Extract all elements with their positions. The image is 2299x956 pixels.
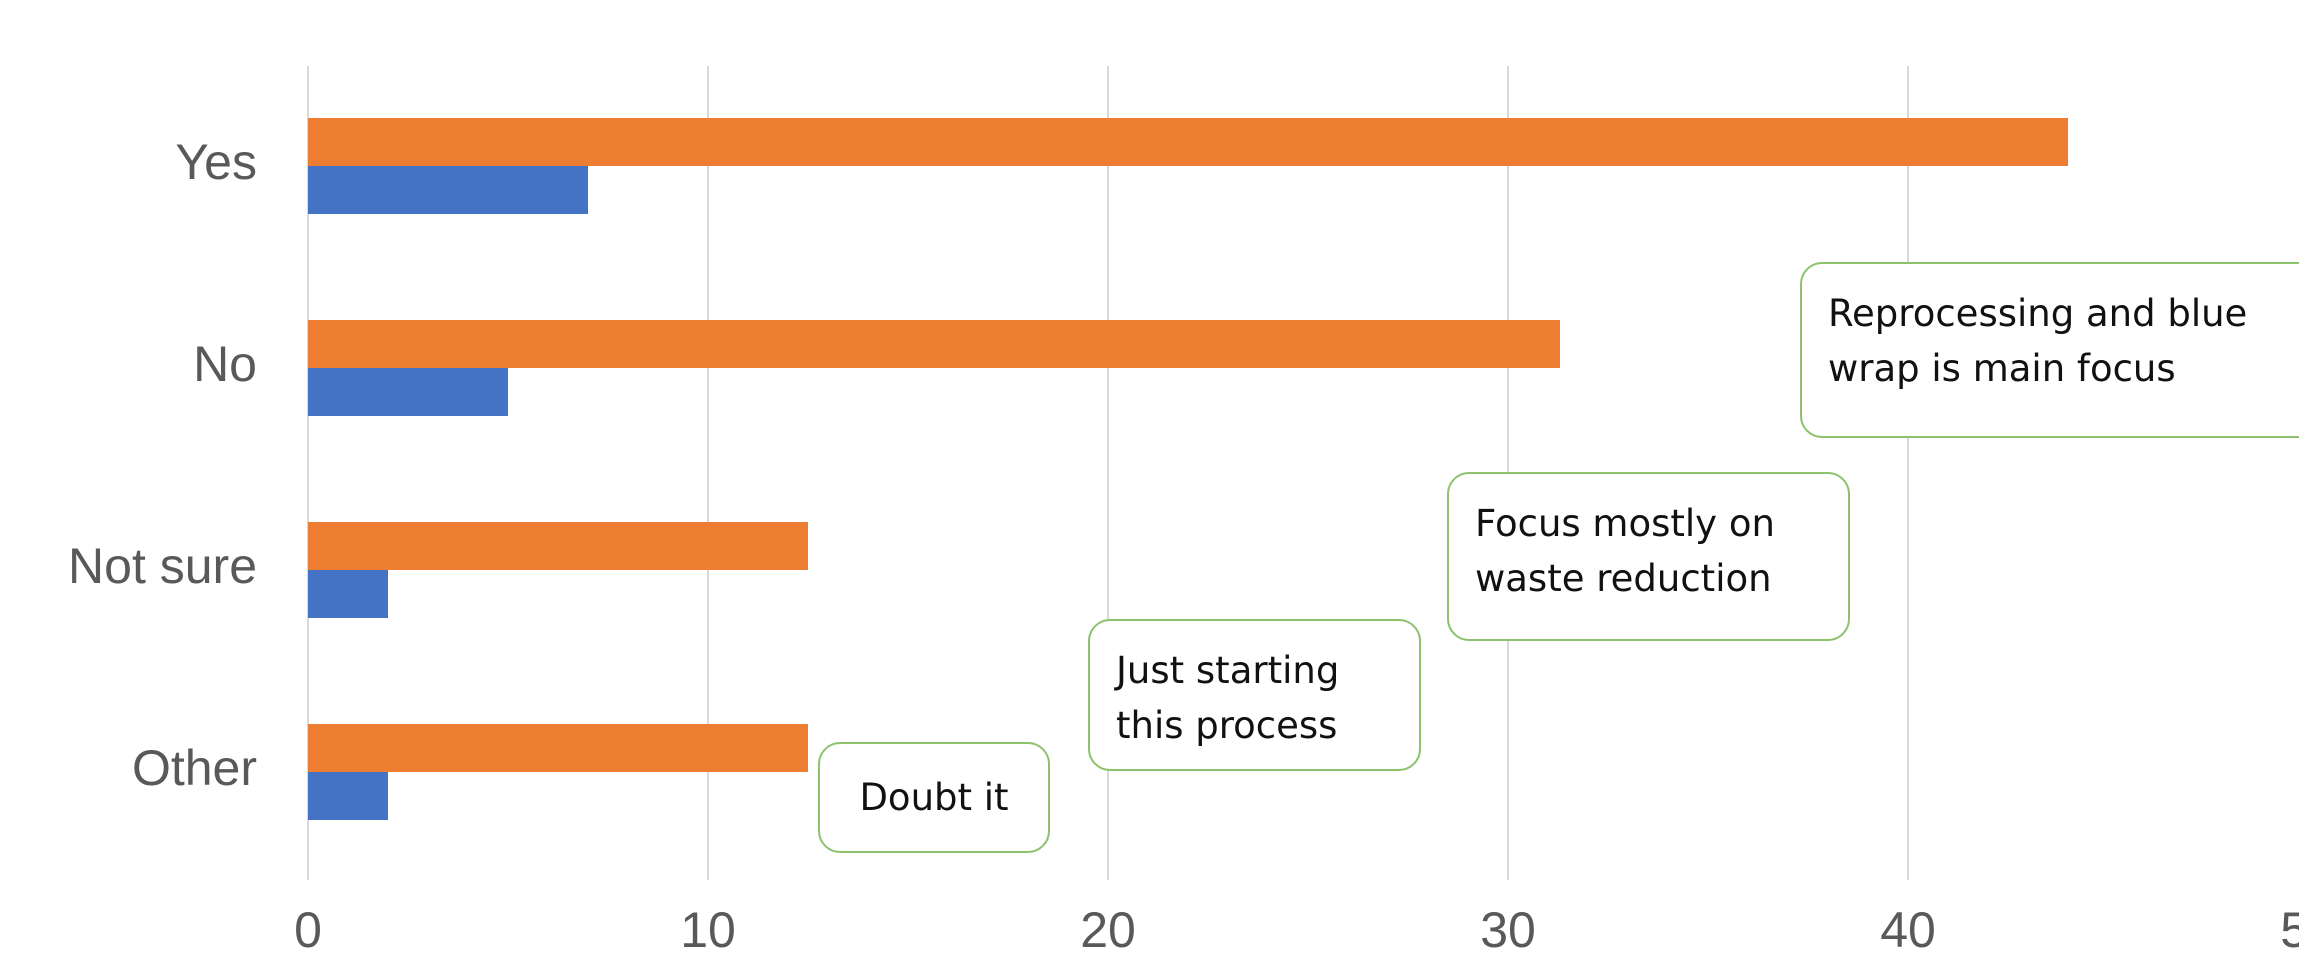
x-tick-label: 10 <box>680 902 736 956</box>
annotation: Just starting this process <box>1088 619 1421 771</box>
annotation: Reprocessing and blue wrap is main focus <box>1800 262 2299 438</box>
bar <box>308 166 588 214</box>
x-tick-label: 50 <box>2280 902 2299 956</box>
y-tick-label: No <box>193 336 257 392</box>
bar <box>308 118 2068 166</box>
x-tick-label: 40 <box>1880 902 1936 956</box>
x-tick-label: 20 <box>1080 902 1136 956</box>
y-tick-label: Not sure <box>68 538 257 594</box>
annotation: Focus mostly on waste reduction <box>1447 472 1850 641</box>
y-tick-label: Yes <box>175 134 257 190</box>
annotation: Doubt it <box>818 742 1050 853</box>
bar <box>308 570 388 618</box>
bar <box>308 368 508 416</box>
bar <box>308 772 388 820</box>
bar <box>308 522 808 570</box>
bar <box>308 724 808 772</box>
x-tick-label: 30 <box>1480 902 1536 956</box>
bar <box>308 320 1560 368</box>
y-tick-label: Other <box>132 740 257 796</box>
x-tick-label: 0 <box>294 902 322 956</box>
